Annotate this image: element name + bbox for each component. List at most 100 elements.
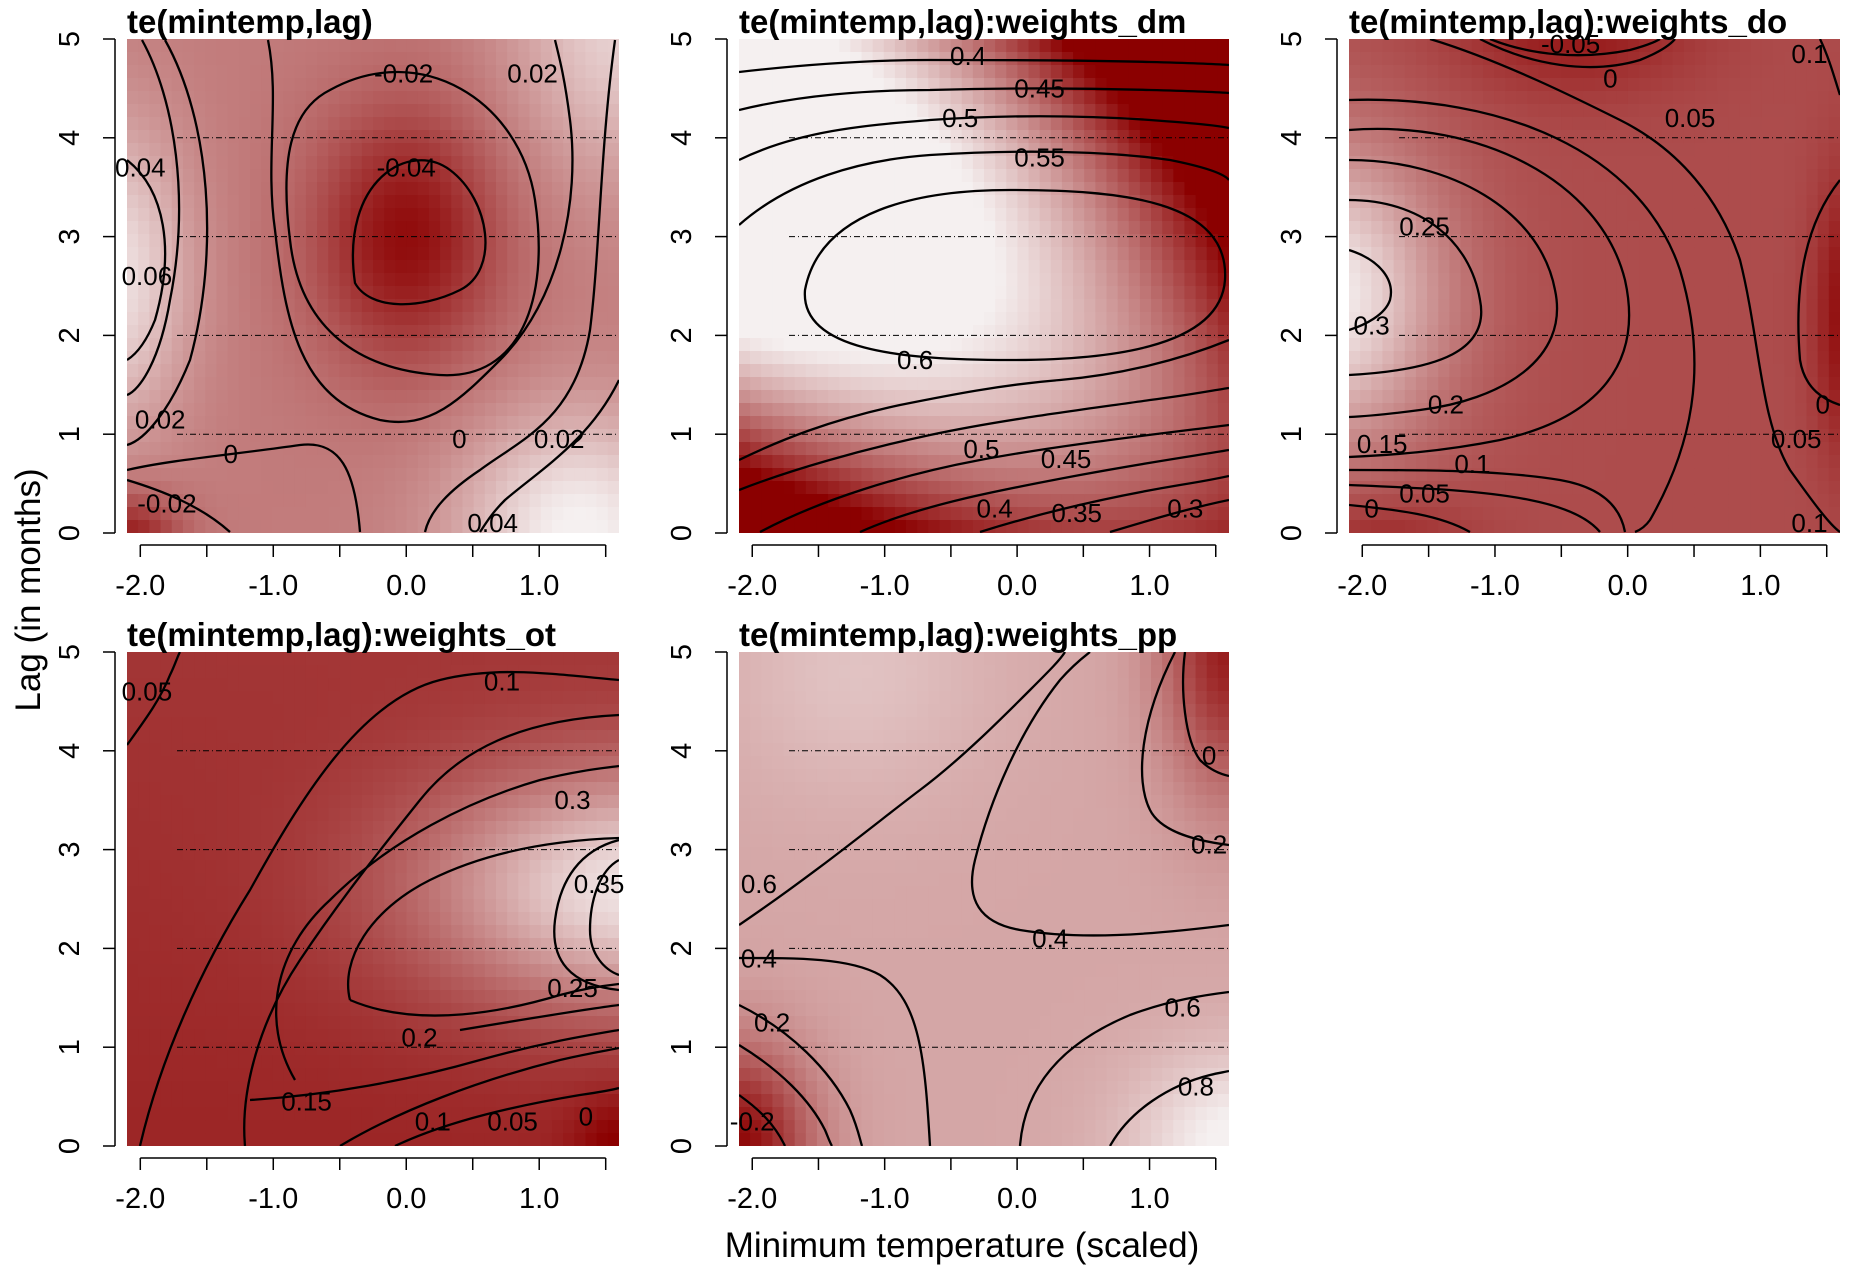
panel-3-heat-cell [1538,520,1551,533]
panel-3-heat-cell [1349,416,1361,430]
panel-1-heat-cell [194,442,206,456]
panel-2-heat-cell [1151,143,1163,157]
panel-2-heat-cell [1184,299,1197,313]
panel-1: -0.02-0.040.020.040.060.020 0 0.02-0.020.0… [54,3,619,602]
panel-1-heat-cell [596,312,609,326]
panel-3-heat-cell [1650,91,1663,105]
panel-1-title: te(mintemp,lag) [127,3,373,40]
panel-1-heat-cell [451,429,464,443]
panel-3-heat-cell [1516,208,1529,222]
panel-2-heat-cell [1139,221,1152,235]
panel-3-heat-cell [1527,338,1540,352]
panel-1-heat-cell [496,338,508,352]
panel-1-heat-cell [563,299,575,313]
panel-1-heat-cell [328,494,341,508]
panel-2-heat-cell [828,481,840,495]
panel-2-heat-cell [1050,481,1063,495]
panel-2-heat-cell [1139,234,1152,248]
panel-3-heat-cell [1594,338,1607,352]
panel-2-heat-cell [961,52,974,66]
panel-1-heat-cell [361,234,374,248]
panel-3-heat-cell [1728,442,1741,456]
panel-2-heat-cell [984,260,996,274]
panel-1-heat-cell [171,117,184,131]
panel-2-heat-cell [928,442,941,456]
panel-1-heat-cell [160,143,173,157]
panel-1-heat-cell [529,104,542,118]
panel-3-heat-cell [1639,273,1651,287]
panel-1-heat-cell [406,169,419,183]
panel-3-heat-cell [1739,507,1752,521]
panel-1-heat-cell [373,429,385,443]
panel-1-heat-cell [585,182,598,196]
panel-3-heat-cell [1683,390,1696,404]
panel-2-heat-cell [1206,429,1219,443]
panel-2-heat-cell [1017,117,1030,131]
panel-1-heat-cell [205,208,218,222]
panel-2-heat-cell [1162,507,1174,521]
panel-1-heat-cell [451,390,464,404]
panel-1-heat-cell [596,208,609,222]
panel-2-heat-cell [739,104,751,118]
panel-3-heat-cell [1538,494,1551,508]
panel-1-heat-cell [417,390,430,404]
panel-2-heat-cell [1106,208,1119,222]
panel-3-heat-cell [1471,455,1484,469]
panel-1-heat-cell [182,260,195,274]
panel-1-heat-cell [238,338,251,352]
panel-1-heat-cell [563,338,575,352]
panel-3-heat-cell [1527,208,1540,222]
panel-1-heat-cell [563,78,575,92]
panel-3-heat-cell [1683,351,1696,365]
panel-2-heat-cell [750,52,762,66]
panel-3-heat-cell [1360,221,1372,235]
panel-1-heat-cell [283,351,296,365]
panel-2-heat-cell [772,247,785,261]
panel-2-heat-cell [1106,468,1119,482]
panel-2-heat-cell [1217,156,1229,170]
panel-2-heat-cell [1050,416,1063,430]
panel-1-heat-cell [395,299,408,313]
panel-2-contour-0.3 [1109,498,1229,533]
panel-1-heat-cell [328,221,341,235]
panel-1-heat-cell [373,273,385,287]
panel-1-heat-cell [484,208,497,222]
panel-3-heat-cell [1415,65,1428,79]
panel-1-heat-cell [596,494,609,508]
panel-2-heat-cell [772,143,785,157]
panel-2-heat-cell [939,221,952,235]
panel-3-heat-cell [1761,91,1774,105]
panel-1-heat-cell [171,481,184,495]
panel-3-heat-cell [1471,221,1484,235]
panel-3-heat-cell [1583,364,1596,378]
panel-1-heat-cell [250,468,262,482]
panel-1-heat-cell [507,91,519,105]
panel-1-heat-cell [462,494,475,508]
panel-3-heat-cell [1371,156,1384,170]
panel-3-heat-cell [1404,416,1417,430]
panel-2-heat-cell [995,468,1007,482]
panel-1-heat-cell [563,65,575,79]
panel-1-heat-cell [496,104,508,118]
panel-1-heat-cell [127,39,139,53]
panel-2-heat-cell [1028,325,1041,339]
panel-1-heat-cell [238,169,251,183]
panel-1-heat-cell [272,143,285,157]
panel-2-heat-cell [794,39,807,53]
panel-2-heat-cell [1050,364,1063,378]
panel-1-heat-cell [160,39,173,53]
panel-1-heat-cell [328,325,341,339]
panel-2-heat-cell [917,78,929,92]
panel-3-heat-cell [1583,351,1596,365]
panel-2-heat-cell [1050,104,1063,118]
panel-1-heat-cell [417,221,430,235]
panel-3-heat-cell [1672,507,1685,521]
x-tick-label: 1.0 [1129,570,1169,602]
panel-3-heat-cell [1516,234,1529,248]
panel-2-heat-cell [839,286,851,300]
panel-2-heat-cell [961,208,974,222]
panel-2-heat-cell [739,455,751,469]
panel-2-heat-cell [872,351,885,365]
panel-3-heat-cell [1360,143,1372,157]
panel-2-heat-cell [1028,507,1041,521]
